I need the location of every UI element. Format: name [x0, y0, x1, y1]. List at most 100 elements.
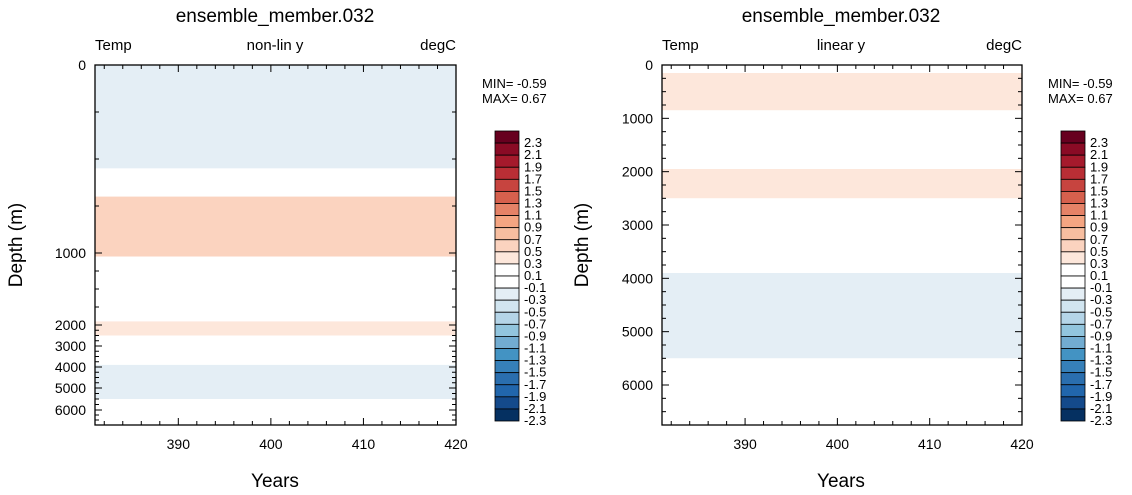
colorbar-label: 1.5: [1090, 183, 1108, 198]
x-tick-label: 400: [259, 436, 283, 452]
variable-label: Temp: [95, 37, 132, 54]
colorbar-label: 2.1: [1090, 147, 1108, 162]
colorbar-swatch: [494, 215, 520, 229]
y-tick-label: 0: [645, 57, 653, 73]
contour-area: [662, 65, 1022, 425]
colorbar-swatch: [1060, 348, 1086, 361]
colorbar-label: 1.3: [524, 196, 542, 211]
colorbar-swatch: [494, 360, 520, 374]
colorbar-swatch: [494, 263, 520, 277]
colorbar-swatch: [494, 130, 520, 144]
colorbar-swatch: [1060, 396, 1086, 410]
colorbar-swatch: [1060, 336, 1086, 349]
colorbar-label: 2.3: [1090, 135, 1108, 150]
colorbar-label: 1.7: [1090, 171, 1108, 186]
y-tick-label: 2000: [622, 164, 653, 180]
max-label: MAX= 0.67: [1048, 91, 1113, 106]
colorbar-swatch: [494, 372, 520, 386]
colorbar-swatch: [1060, 299, 1086, 313]
colorbar-swatch: [1060, 178, 1086, 192]
colorbar-swatch: [494, 203, 520, 216]
contour-band: [662, 233, 1022, 273]
y-tick-label: 5000: [622, 324, 653, 340]
contour-area: [95, 65, 456, 425]
colorbar-swatch: [1060, 142, 1086, 156]
colorbar-label: 1.3: [1090, 196, 1108, 211]
units-label: degC: [420, 37, 456, 54]
colorbar-label: 0.5: [1090, 244, 1108, 259]
colorbar-swatch: [1060, 154, 1086, 168]
colorbar-label: 0.7: [1090, 232, 1108, 247]
y-tick-label: 1000: [55, 245, 86, 261]
x-tick-label: 400: [826, 436, 850, 452]
colorbar-swatch: [1060, 323, 1086, 337]
colorbar-swatch: [1060, 203, 1086, 216]
colorbar-label: 1.9: [524, 159, 542, 174]
colorbar-label: 0.3: [1090, 256, 1108, 271]
colorbar-swatch: [494, 191, 520, 204]
scale-label: linear y: [817, 37, 866, 54]
panel-non-linear: ensemble_member.032 Temp non-lin y degC …: [6, 6, 547, 492]
contour-band: [662, 73, 1022, 111]
colorbar-label: -1.3: [524, 353, 546, 368]
colorbar-label: -2.3: [1090, 413, 1112, 428]
contour-band: [95, 196, 456, 257]
colorbar-swatch: [1060, 408, 1086, 422]
axes: 390 400 410 420 0 1000 2000 3000 4000 5000 6000: [55, 57, 468, 452]
colorbar-label: 0.9: [1090, 220, 1108, 235]
plot-frame: [661, 64, 1023, 426]
colorbar-swatch: [494, 384, 520, 398]
colorbar-label: -0.7: [524, 316, 546, 331]
colorbar-label: -1.9: [1090, 389, 1112, 404]
colorbar-label: -2.1: [1090, 401, 1112, 416]
colorbar-label: 0.5: [524, 244, 542, 259]
panel-linear: ensemble_member.032 Temp linear y degC 3…: [572, 6, 1113, 492]
axes: 390 400 410 420 0 1000 2000 3000 4000 5000 6000: [622, 57, 1034, 452]
min-label: MIN= -0.59: [482, 76, 547, 91]
colorbar: 2.32.11.91.71.51.31.10.90.70.50.30.1-0.1…: [1060, 130, 1112, 428]
colorbar-label: -1.7: [1090, 377, 1112, 392]
colorbar-swatch: [1060, 251, 1086, 265]
colorbar-label: -0.5: [1090, 304, 1112, 319]
colorbar-swatch: [494, 154, 520, 168]
colorbar-swatch: [494, 311, 520, 325]
colorbar-label: -0.1: [524, 280, 546, 295]
contour-band: [95, 168, 456, 197]
plot-frame: [94, 64, 457, 426]
colorbar-swatch: [1060, 215, 1086, 229]
x-tick-label: 420: [1010, 436, 1034, 452]
colorbar-label: 0.1: [524, 268, 542, 283]
colorbar-label: -2.3: [524, 413, 546, 428]
colorbar-label: -1.1: [524, 341, 546, 356]
colorbar-label: -0.3: [524, 292, 546, 307]
colorbar-swatch: [494, 323, 520, 337]
y-tick-label: 6000: [622, 377, 653, 393]
colorbar-swatch: [494, 178, 520, 192]
contour-band: [95, 399, 456, 425]
colorbar-label: 0.7: [524, 232, 542, 247]
colorbar-label: -0.3: [1090, 292, 1112, 307]
colorbar-swatch: [1060, 360, 1086, 374]
colorbar-swatch: [494, 239, 520, 253]
colorbar-swatch: [494, 275, 520, 289]
colorbar-label: -0.1: [1090, 280, 1112, 295]
colorbar-label: 2.1: [524, 147, 542, 162]
scale-label: non-lin y: [247, 37, 304, 54]
colorbar-label: -1.1: [1090, 341, 1112, 356]
contour-band: [95, 335, 456, 350]
y-tick-label: 6000: [55, 402, 86, 418]
colorbar-swatch: [1060, 239, 1086, 253]
colorbar-label: 1.9: [1090, 159, 1108, 174]
colorbar-swatch: [494, 166, 520, 180]
colorbar: 2.32.11.91.71.51.31.10.90.70.50.30.1-0.1…: [494, 130, 546, 428]
y-tick-label: 1000: [622, 110, 653, 126]
contour-band: [95, 256, 456, 322]
contour-band: [95, 349, 456, 365]
colorbar-swatch: [1060, 287, 1086, 301]
x-tick-label: 390: [167, 436, 191, 452]
colorbar-label: 1.1: [1090, 208, 1108, 223]
colorbar-swatch: [494, 251, 520, 265]
x-tick-label: 410: [918, 436, 942, 452]
colorbar-label: 1.1: [524, 208, 542, 223]
y-tick-label: 4000: [622, 270, 653, 286]
